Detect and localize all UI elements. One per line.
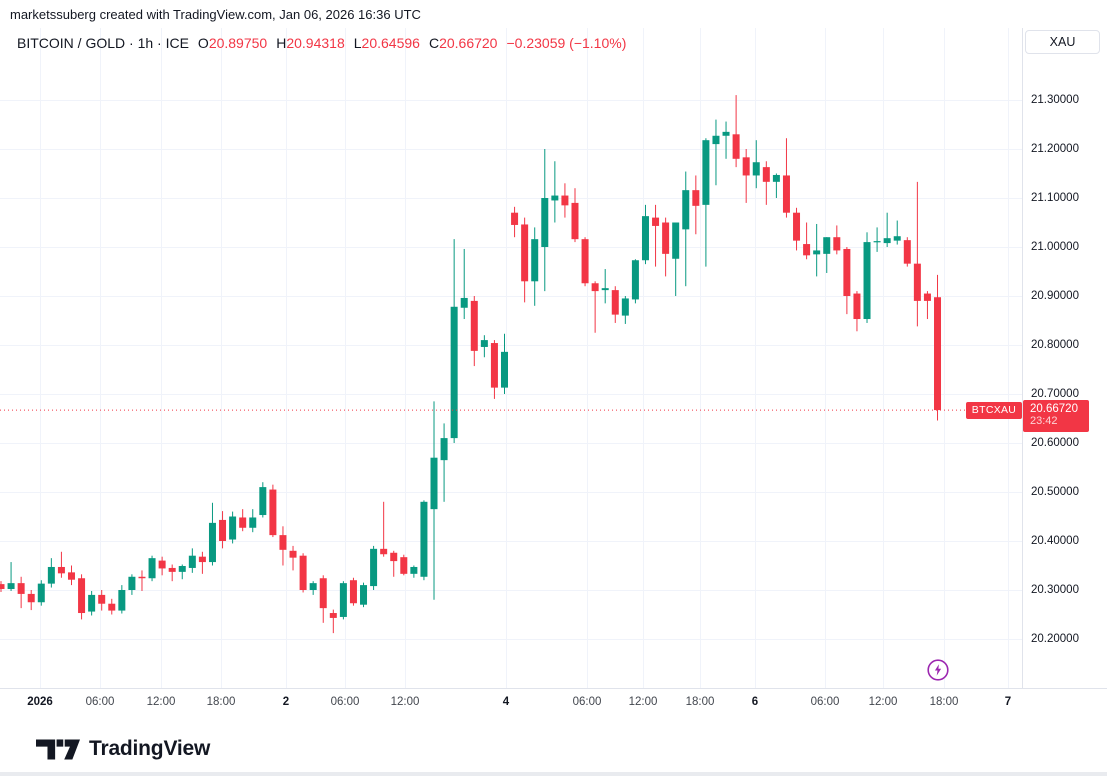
price-tick-label: 21.30000 (1031, 93, 1079, 106)
tradingview-logo-text: TradingView (89, 737, 211, 760)
time-axis[interactable]: 2026 06:00 12:00 18:00 2 06:00 12:00 4 06:00 12:0… (0, 688, 1107, 715)
attribution-text: marketssuberg created with TradingView.c… (10, 7, 421, 22)
price-tick-label: 20.30000 (1031, 583, 1079, 596)
symbol-title[interactable]: BITCOIN / GOLD · 1h · ICE (17, 35, 189, 51)
symbol-info-row: BITCOIN / GOLD · 1h · ICE O20.89750 H20.… (17, 35, 626, 51)
price-tick-label: 21.10000 (1031, 191, 1079, 204)
low-value: L20.64596 (353, 35, 420, 51)
market-status-icon[interactable] (926, 658, 950, 682)
open-value: O20.89750 (197, 35, 268, 51)
time-tick-label: 2026 (27, 696, 53, 708)
time-tick-label: 18:00 (685, 696, 715, 708)
time-tick-label: 12:00 (628, 696, 658, 708)
price-tick-label: 20.60000 (1031, 436, 1079, 449)
lightning-icon (927, 659, 949, 681)
time-tick-label: 06:00 (810, 696, 840, 708)
price-tick-label: 20.80000 (1031, 338, 1079, 351)
close-value: C20.66720 (428, 35, 498, 51)
price-tick-label: 20.20000 (1031, 632, 1079, 645)
time-tick-label: 6 (751, 696, 759, 708)
price-axis[interactable]: 21.30000 21.20000 21.10000 21.00000 20.90000… (1022, 28, 1107, 688)
chart-canvas[interactable] (0, 0, 1022, 688)
price-tick-label: 20.90000 (1031, 289, 1079, 302)
high-value: H20.94318 (276, 35, 345, 51)
tradingview-logo[interactable]: TradingView (36, 737, 210, 761)
currency-unit-button[interactable]: XAU (1025, 30, 1100, 54)
time-tick-label: 06:00 (85, 696, 115, 708)
time-tick-label: 2 (282, 696, 290, 708)
time-tick-label: 12:00 (146, 696, 176, 708)
series-price-tag: BTCXAU (966, 401, 1022, 419)
time-tick-label: 4 (502, 696, 510, 708)
time-tick-label: 18:00 (929, 696, 959, 708)
price-tick-label: 20.50000 (1031, 485, 1079, 498)
price-tick-label: 20.70000 (1031, 387, 1079, 400)
time-tick-label: 06:00 (330, 696, 360, 708)
last-price-label: 20.66720 23:42 (1023, 400, 1089, 433)
price-tick-label: 21.20000 (1031, 142, 1079, 155)
price-tick-label: 21.00000 (1031, 240, 1079, 253)
price-tick-label: 20.40000 (1031, 534, 1079, 547)
time-tick-label: 06:00 (572, 696, 602, 708)
time-tick-label: 12:00 (868, 696, 898, 708)
window-bottom-edge (0, 772, 1107, 776)
time-tick-label: 18:00 (206, 696, 236, 708)
last-price-value: 20.66720 (1030, 402, 1078, 415)
time-tick-label: 7 (1004, 696, 1012, 708)
tradingview-logo-mark (36, 738, 80, 760)
footer: TradingView (0, 712, 1107, 772)
change-value: −0.23059 (−1.10%) (506, 35, 627, 51)
bar-countdown: 23:42 (1030, 415, 1058, 428)
time-tick-label: 12:00 (390, 696, 420, 708)
